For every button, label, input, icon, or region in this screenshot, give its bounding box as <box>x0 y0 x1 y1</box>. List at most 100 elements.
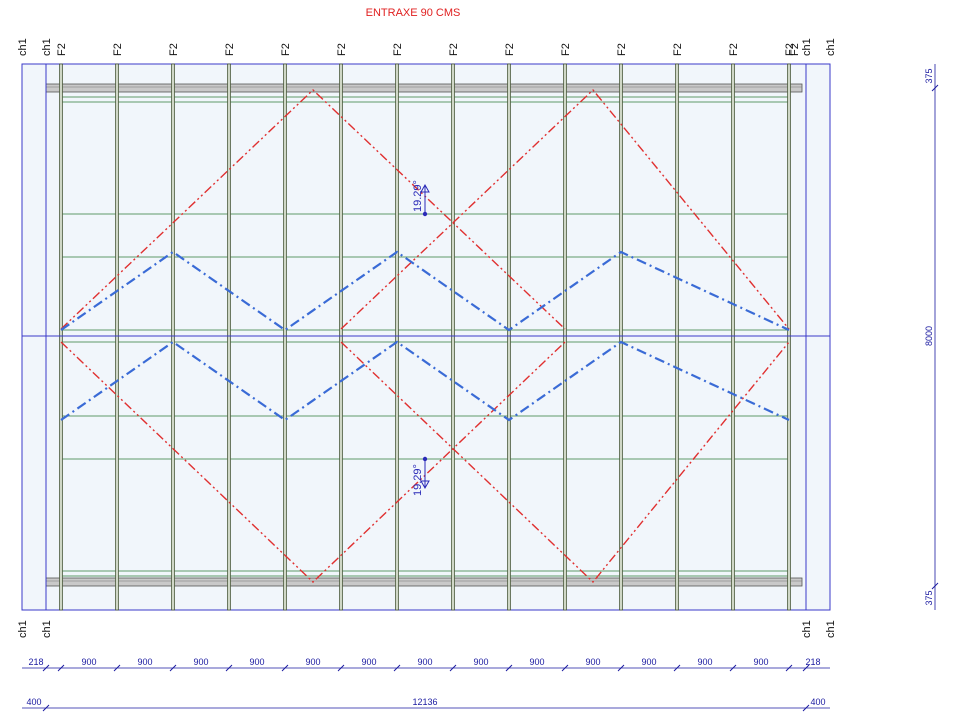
dimension-tick <box>281 664 289 672</box>
overall-dimension-label: 400 <box>26 697 41 707</box>
dimension-tick <box>729 664 737 672</box>
bay-dimension-label: 218 <box>28 657 43 667</box>
dimension-tick <box>393 664 401 672</box>
dimension-tick <box>42 664 50 672</box>
top-column-label: ch1 <box>825 38 837 56</box>
angle-label-bottom: 19.29° <box>412 464 424 496</box>
rafter-f2 <box>283 63 287 611</box>
dimension-tick <box>802 664 810 672</box>
top-column-label: ch1 <box>17 38 29 56</box>
dimension-tick <box>931 84 939 92</box>
dimension-tick <box>561 664 569 672</box>
top-column-label: F2 <box>448 43 460 56</box>
dimension-tick <box>57 664 65 672</box>
top-column-label: F2 <box>112 43 124 56</box>
rafter-f2 <box>59 63 63 611</box>
bottom-column-label: ch1 <box>801 620 813 638</box>
red-bracing-line <box>60 341 566 583</box>
rafter-f2 <box>227 63 231 611</box>
blue-bracing-line <box>60 340 790 422</box>
top-column-label: F2 <box>728 43 740 56</box>
bay-dimension-label: 900 <box>81 657 96 667</box>
bay-dimension-label: 900 <box>361 657 376 667</box>
right-dimension-label: 375 <box>924 68 934 83</box>
bay-dimension-label: 900 <box>305 657 320 667</box>
rafter-f2 <box>171 63 175 611</box>
dimension-tick <box>225 664 233 672</box>
dimension-tick <box>505 664 513 672</box>
bay-dimension-label: 218 <box>805 657 820 667</box>
rafter-f2 <box>731 63 735 611</box>
rafter-f2 <box>619 63 623 611</box>
bottom-column-label: ch1 <box>41 620 53 638</box>
rafter-f2 <box>395 63 399 611</box>
rafter-f2 <box>787 63 791 611</box>
rafter-f2 <box>563 63 567 611</box>
bay-dimension-label: 900 <box>473 657 488 667</box>
angle-marker-top: 19.29° <box>412 180 430 217</box>
dimension-tick <box>785 664 793 672</box>
angle-marker-bottom: 19.29° <box>412 456 430 496</box>
bay-dimension-label: 900 <box>641 657 656 667</box>
overall-dimension-label: 400 <box>810 697 825 707</box>
bay-dimension-label: 900 <box>417 657 432 667</box>
red-bracing-line <box>60 89 566 330</box>
dimension-column-right: 375 8000 375 <box>924 64 939 610</box>
dimension-tick <box>931 582 939 590</box>
top-column-label: F2 <box>336 43 348 56</box>
dimension-tick <box>802 704 810 712</box>
bottom-labels-group: ch1 ch1 ch1 ch1 <box>17 620 837 638</box>
dimension-tick <box>169 664 177 672</box>
top-column-label: ch1 <box>801 38 813 56</box>
top-column-label: F2 <box>560 43 572 56</box>
blue-bracing-group <box>60 250 790 422</box>
dimension-tick <box>449 664 457 672</box>
top-column-label: F2 <box>504 43 516 56</box>
bottom-column-label: ch1 <box>825 620 837 638</box>
top-column-label: F2 <box>280 43 292 56</box>
rafter-f2 <box>115 63 119 611</box>
bay-dimension-label: 900 <box>697 657 712 667</box>
top-column-label: F2 <box>789 43 801 56</box>
dimension-tick <box>617 664 625 672</box>
top-column-label: F2 <box>56 43 68 56</box>
rafter-f2 <box>339 63 343 611</box>
blue-bracing-line <box>60 250 790 332</box>
bay-dimension-label: 900 <box>585 657 600 667</box>
dimension-tick <box>673 664 681 672</box>
bay-dimension-label: 900 <box>249 657 264 667</box>
beam-bar <box>45 577 803 587</box>
overall-dimension-label: 12136 <box>412 697 437 707</box>
roof-outline <box>21 63 831 611</box>
drawing-title: ENTRAXE 90 CMS <box>366 7 461 19</box>
bay-dimension-label: 900 <box>193 657 208 667</box>
dimension-row-overall: 400 12136 400 <box>22 697 830 712</box>
right-dimension-label: 8000 <box>924 326 934 346</box>
bay-dimension-label: 900 <box>753 657 768 667</box>
dimension-tick <box>337 664 345 672</box>
top-column-label: F2 <box>784 43 796 56</box>
top-column-label: F2 <box>224 43 236 56</box>
top-column-label: F2 <box>392 43 404 56</box>
dimension-tick <box>113 664 121 672</box>
rafter-f2 <box>451 63 455 611</box>
top-column-label: F2 <box>672 43 684 56</box>
rafter-f2 <box>507 63 511 611</box>
rafter-f2 <box>675 63 679 611</box>
angle-label-top: 19.29° <box>412 180 424 212</box>
red-bracing-line <box>340 88 790 330</box>
bay-dimension-label: 900 <box>137 657 152 667</box>
red-bracing-group <box>60 88 790 584</box>
rafters-group <box>45 63 807 611</box>
dimension-row-bays: 218 900 900 900 900 900 900 900 900 900 900 900 900 9… <box>22 657 830 672</box>
bottom-column-label: ch1 <box>17 620 29 638</box>
bay-dimension-label: 900 <box>529 657 544 667</box>
right-dimension-label: 375 <box>924 590 934 605</box>
top-column-label: F2 <box>168 43 180 56</box>
red-bracing-line <box>340 341 790 584</box>
beam-bar <box>45 83 803 93</box>
top-column-label: F2 <box>616 43 628 56</box>
dimension-tick <box>42 704 50 712</box>
top-column-label: ch1 <box>41 38 53 56</box>
